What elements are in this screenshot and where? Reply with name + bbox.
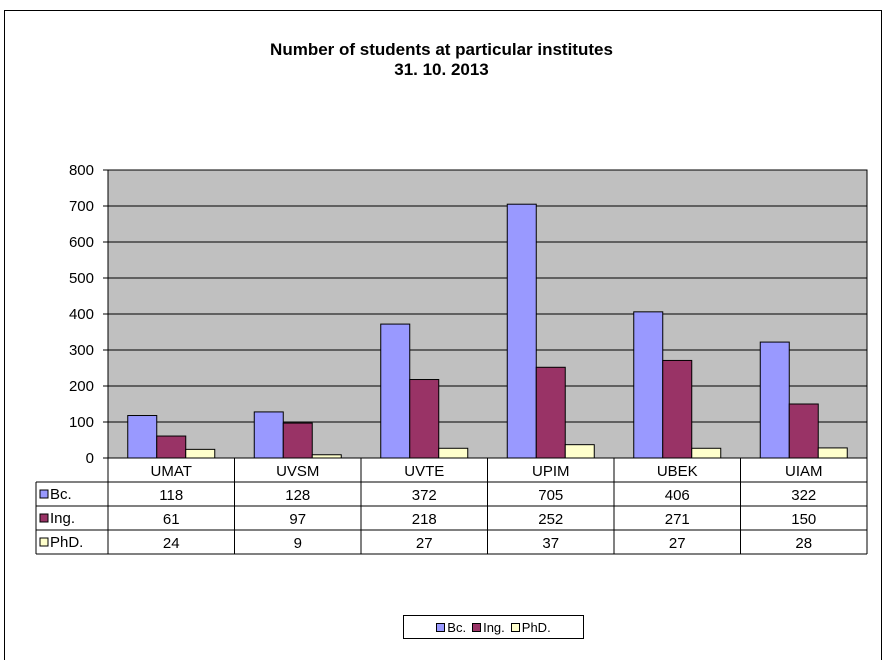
y-tick-label: 500 xyxy=(69,270,94,287)
data-label: 322 xyxy=(791,487,816,504)
data-label: 271 xyxy=(665,511,690,528)
bar-phd xyxy=(185,448,216,459)
bar-ing xyxy=(409,379,440,459)
bar-phd xyxy=(691,447,722,459)
chart-frame xyxy=(4,10,882,660)
category-label: UVTE xyxy=(404,463,444,480)
legend-item: PhD. xyxy=(510,619,551,635)
legend: Bc. Ing. PhD. xyxy=(403,615,584,639)
data-label: 218 xyxy=(412,511,437,528)
bar-phd xyxy=(438,447,469,459)
y-tick-label: 0 xyxy=(86,450,94,467)
legend-swatch xyxy=(436,622,446,632)
legend-swatch xyxy=(472,622,482,632)
bar-bc xyxy=(633,311,664,459)
data-label: 705 xyxy=(538,487,563,504)
data-label: 61 xyxy=(163,511,180,528)
data-label: 9 xyxy=(294,535,302,552)
data-label: 252 xyxy=(538,511,563,528)
legend-label: Ing. xyxy=(483,619,505,635)
category-label: UBEK xyxy=(657,463,698,480)
bar-ing xyxy=(662,359,693,459)
table-series-name: PhD. xyxy=(50,534,83,551)
legend-swatch xyxy=(510,622,520,632)
table-series-swatch xyxy=(39,513,49,523)
bar-bc xyxy=(127,415,158,459)
data-label: 128 xyxy=(285,487,310,504)
bar-bc xyxy=(506,203,537,459)
bar-phd xyxy=(564,444,595,459)
legend-label: PhD. xyxy=(521,619,551,635)
legend-item: Ing. xyxy=(472,620,505,635)
bar-ing xyxy=(156,435,187,459)
y-tick-label: 100 xyxy=(69,414,94,431)
y-tick-label: 400 xyxy=(69,306,94,323)
bar-bc xyxy=(759,341,790,459)
chart-subtitle: 31. 10. 2013 xyxy=(394,60,489,79)
table-series-swatch xyxy=(39,537,49,547)
y-tick-label: 200 xyxy=(69,378,94,395)
table-series-name: Ing. xyxy=(50,510,75,527)
data-label: 118 xyxy=(159,487,183,504)
bar-ing xyxy=(788,403,819,459)
data-label: 97 xyxy=(289,511,306,528)
data-label: 27 xyxy=(669,535,686,552)
table-series-name: Bc. xyxy=(50,486,72,503)
bar-bc xyxy=(253,411,284,459)
category-label: UIAM xyxy=(785,463,823,480)
category-label: UPIM xyxy=(532,463,570,480)
table-series-swatch xyxy=(39,489,49,499)
bar-ing xyxy=(282,422,313,459)
legend-label: Bc. xyxy=(447,619,467,635)
bar-ing xyxy=(535,366,566,459)
data-label: 27 xyxy=(416,535,433,552)
chart-title: Number of students at particular institu… xyxy=(270,40,613,59)
data-label: 150 xyxy=(791,511,816,528)
bar-phd xyxy=(817,447,848,459)
y-tick-label: 600 xyxy=(69,234,94,251)
data-label: 37 xyxy=(542,535,559,552)
category-label: UVSM xyxy=(276,463,319,480)
category-label: UMAT xyxy=(151,463,192,480)
data-label: 28 xyxy=(795,535,812,552)
bar-bc xyxy=(380,323,411,459)
data-label: 406 xyxy=(665,487,690,504)
y-tick-label: 800 xyxy=(69,162,94,179)
data-label: 24 xyxy=(163,535,180,552)
legend-item: Bc. xyxy=(436,620,466,635)
y-tick-label: 700 xyxy=(69,198,94,215)
data-label: 372 xyxy=(412,487,437,504)
y-tick-label: 300 xyxy=(69,342,94,359)
